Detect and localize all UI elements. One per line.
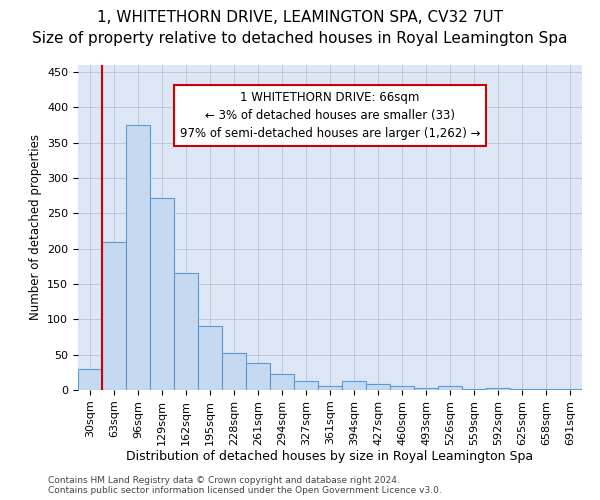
Bar: [414, 388, 438, 390]
Bar: [270, 374, 294, 390]
Bar: [174, 274, 198, 390]
Bar: [150, 198, 174, 390]
Text: Contains HM Land Registry data © Crown copyright and database right 2024.
Contai: Contains HM Land Registry data © Crown c…: [48, 476, 442, 495]
Bar: [558, 388, 582, 390]
Bar: [102, 242, 126, 390]
Bar: [390, 386, 414, 390]
Bar: [342, 381, 366, 390]
Bar: [438, 386, 462, 390]
Bar: [126, 125, 150, 390]
Bar: [198, 326, 222, 390]
Bar: [222, 354, 246, 390]
X-axis label: Distribution of detached houses by size in Royal Leamington Spa: Distribution of detached houses by size …: [127, 450, 533, 464]
Y-axis label: Number of detached properties: Number of detached properties: [29, 134, 41, 320]
Bar: [318, 386, 342, 390]
Bar: [246, 363, 270, 390]
Bar: [366, 384, 390, 390]
Bar: [78, 369, 102, 390]
Bar: [486, 388, 510, 390]
Text: 1 WHITETHORN DRIVE: 66sqm
← 3% of detached houses are smaller (33)
97% of semi-d: 1 WHITETHORN DRIVE: 66sqm ← 3% of detach…: [180, 91, 480, 140]
Text: 1, WHITETHORN DRIVE, LEAMINGTON SPA, CV32 7UT
Size of property relative to detac: 1, WHITETHORN DRIVE, LEAMINGTON SPA, CV3…: [32, 10, 568, 46]
Bar: [294, 381, 318, 390]
